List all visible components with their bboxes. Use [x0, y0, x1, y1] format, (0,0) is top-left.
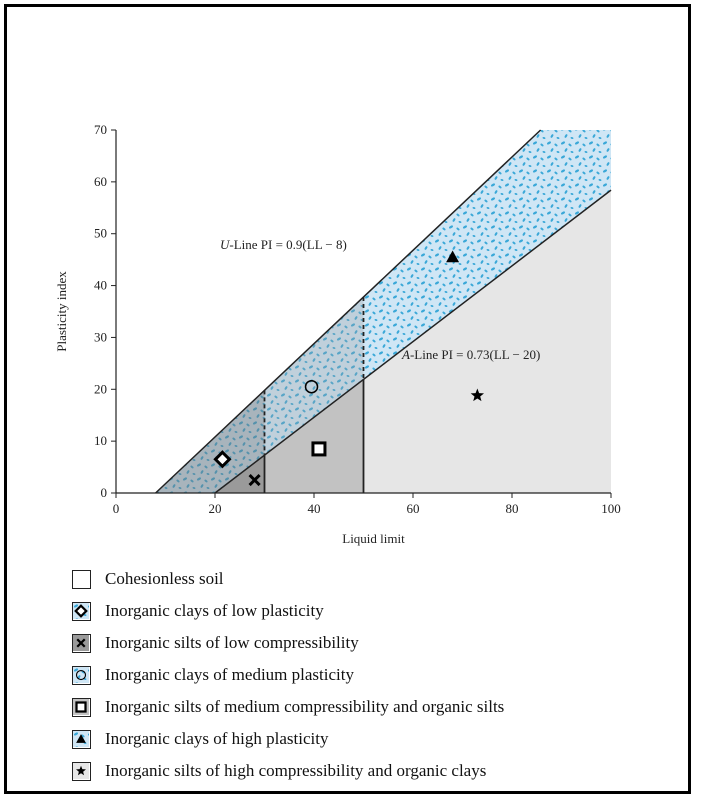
legend-swatch-graphic — [73, 762, 89, 779]
y-tick-label: 30 — [94, 329, 107, 344]
legend-label: Cohesionless soil — [105, 569, 224, 588]
legend-swatch-graphic — [73, 634, 89, 651]
x-tick-label: 80 — [506, 501, 519, 516]
circle-marker — [304, 379, 319, 394]
x-axis-label: Liquid limit — [342, 531, 405, 546]
triangle-marker — [446, 250, 460, 263]
legend-item: Inorganic clays of medium plasticity — [72, 659, 504, 691]
triangle-marker — [76, 733, 86, 743]
legend-swatch — [72, 729, 91, 749]
legend-swatch — [72, 761, 91, 781]
cross-marker — [76, 637, 86, 648]
square-marker — [75, 700, 87, 713]
legend-item: Inorganic silts of medium compressibilit… — [72, 691, 504, 723]
clay-region — [155, 130, 611, 493]
u-line-label: U-Line PI = 0.9(LL − 8) — [220, 237, 347, 252]
legend-label: Inorganic silts of high compressibility … — [105, 761, 487, 780]
diamond-marker — [213, 450, 232, 469]
y-tick-label: 50 — [94, 226, 107, 241]
swatch-fill — [73, 570, 89, 587]
legend-swatch-graphic — [73, 570, 89, 587]
y-axis-label: Plasticity index — [54, 271, 69, 352]
x-tick-label: 60 — [407, 501, 420, 516]
square-marker — [311, 441, 327, 457]
cross-stroke — [76, 637, 86, 648]
legend-item: Inorganic silts of high compressibility … — [72, 755, 504, 787]
silt-high-region — [363, 190, 611, 493]
legend-swatch — [72, 697, 91, 717]
y-tick-label: 0 — [101, 485, 108, 500]
legend-label: Inorganic clays of high plasticity — [105, 729, 329, 748]
cross-stroke — [248, 473, 261, 487]
legend-item: Inorganic clays of low plasticity — [72, 595, 504, 627]
x-tick-label: 100 — [601, 501, 621, 516]
x-tick-label: 40 — [308, 501, 321, 516]
legend-item: Inorganic silts of low compressibility — [72, 627, 504, 659]
x-tick-label: 20 — [209, 501, 222, 516]
legend-swatch — [72, 569, 91, 589]
legend-label: Inorganic silts of medium compressibilit… — [105, 697, 505, 716]
circle-marker — [75, 669, 87, 680]
diamond-marker — [74, 603, 88, 618]
plasticity-chart: 0 20 40 60 80 100 0 10 20 30 40 50 60 70 Liquid limit P… — [54, 122, 621, 546]
legend-swatch-graphic — [73, 730, 89, 747]
legend-swatch — [72, 601, 91, 621]
clay-medium-overlay — [264, 296, 364, 456]
legend-swatch — [72, 665, 91, 685]
legend-label: Inorganic silts of low compressibility — [105, 633, 359, 652]
a-line — [214, 189, 612, 494]
legend-swatch-graphic — [73, 666, 89, 683]
legend-swatch-graphic — [73, 602, 89, 619]
u-line — [155, 129, 542, 494]
legend-item: Cohesionless soil — [72, 563, 504, 595]
a-line-label: A-Line PI = 0.73(LL − 20) — [401, 347, 540, 362]
y-tick-label: 40 — [94, 278, 107, 293]
legend-swatch-graphic — [73, 698, 89, 715]
legend-label: Inorganic clays of low plasticity — [105, 601, 324, 620]
x-tick-label: 0 — [113, 501, 120, 516]
star-marker — [76, 765, 86, 775]
star-marker — [470, 388, 485, 402]
swatch-fill — [73, 666, 89, 683]
y-tick-label: 20 — [94, 381, 107, 396]
legend-label: Inorganic clays of medium plasticity — [105, 665, 354, 684]
y-tick-label: 70 — [94, 122, 107, 137]
silt-medium-region — [264, 379, 364, 493]
legend-item: Inorganic clays of high plasticity — [72, 723, 504, 755]
y-tick-label: 60 — [94, 174, 107, 189]
legend: Cohesionless soil Inorganic clays of low … — [72, 563, 504, 787]
cross-marker — [248, 473, 261, 487]
legend-swatch — [72, 633, 91, 653]
y-tick-label: 10 — [94, 433, 107, 448]
